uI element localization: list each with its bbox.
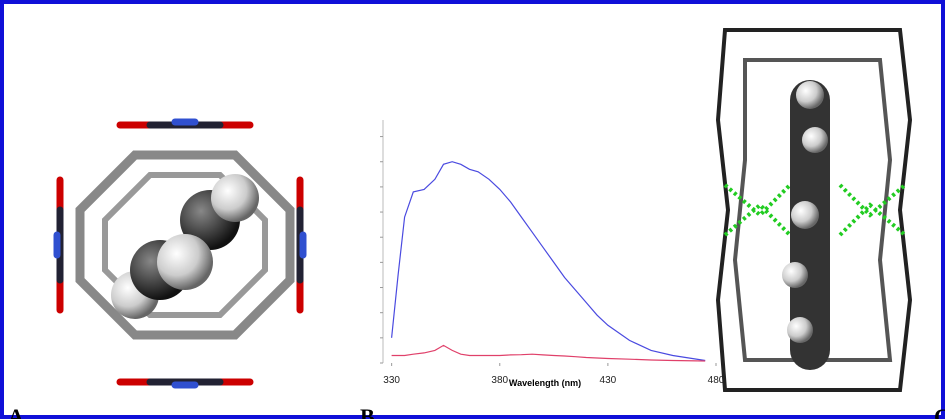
panel-label: A [8, 404, 24, 419]
line-series [391, 344, 706, 362]
molecule-c [715, 28, 913, 392]
panel-label: B [360, 404, 375, 419]
panel-label: C [934, 404, 945, 419]
x-axis-label: Wavelength (nm) [509, 378, 581, 388]
x-tick-label: 380 [491, 375, 508, 386]
molecule-a [53, 118, 307, 389]
line-series [391, 161, 706, 362]
x-tick-label: 330 [383, 375, 400, 386]
x-tick-label: 430 [600, 375, 617, 386]
x-tick-label: 480 [708, 375, 725, 386]
